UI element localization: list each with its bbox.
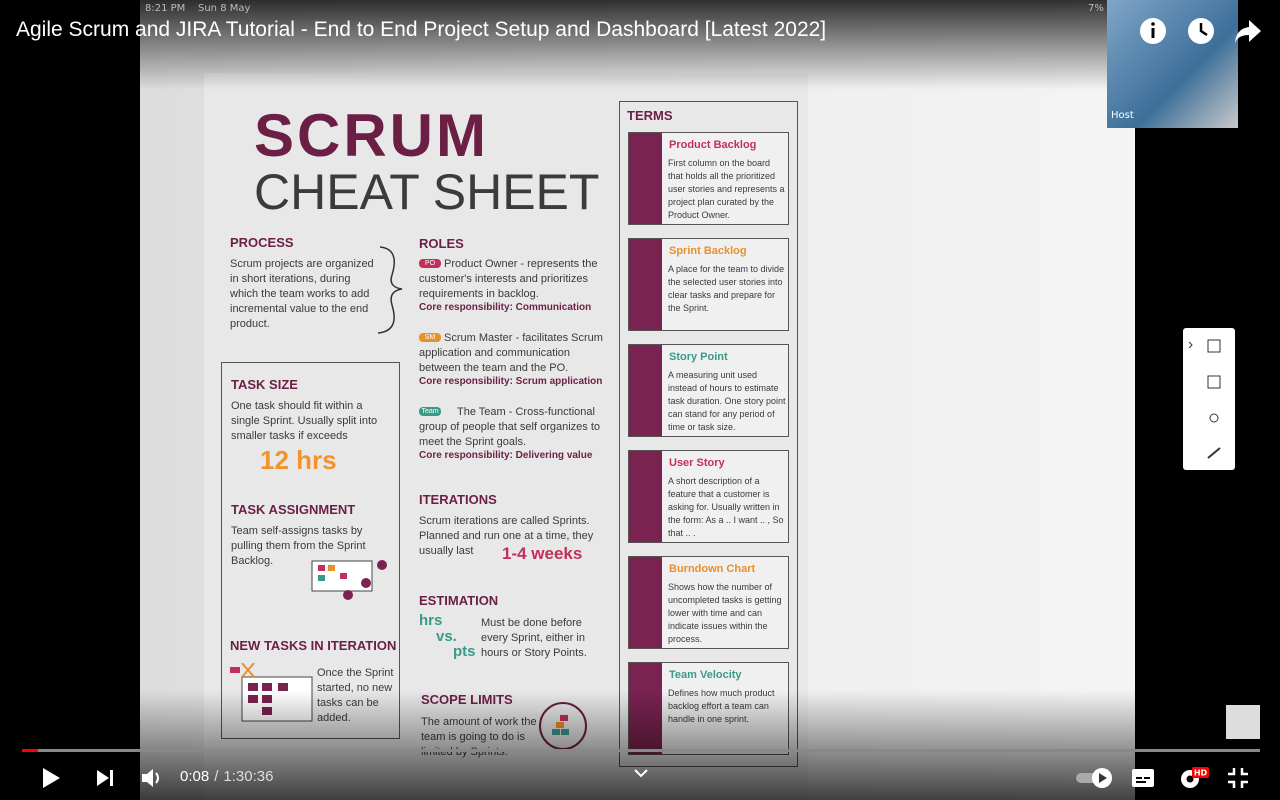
term-name: Product Backlog xyxy=(669,139,757,151)
term-name: Burndown Chart xyxy=(669,563,756,575)
next-button[interactable] xyxy=(93,766,117,790)
progress-track[interactable] xyxy=(22,749,1260,752)
roles-list: PO Product Owner - represents the custome… xyxy=(419,257,609,479)
highlight: 12 hrs xyxy=(260,445,337,475)
section-heading: PROCESS xyxy=(230,235,294,250)
term-name: Story Point xyxy=(669,351,728,363)
section-text: Scrum iterations are called Sprints. Pla… xyxy=(419,515,594,557)
role-core: Core responsibility: Delivering value xyxy=(419,450,593,461)
term-text: A short description of a feature that a … xyxy=(668,476,784,538)
progress-played xyxy=(22,749,38,752)
role: PO Product Owner - represents the custome… xyxy=(419,257,609,331)
section-heading: NEW TASKS IN ITERATION xyxy=(230,638,397,653)
video-title[interactable]: Agile Scrum and JIRA Tutorial - End to E… xyxy=(16,18,827,41)
term-stripe xyxy=(629,133,662,224)
estimation-pts: pts xyxy=(453,643,476,660)
role-badge: PO xyxy=(419,259,441,268)
sheet-subtitle: CHEAT SHEET xyxy=(254,164,600,220)
sheet-title: SCRUM xyxy=(254,102,489,169)
top-shade xyxy=(0,0,1280,90)
section-heading: TASK ASSIGNMENT xyxy=(231,502,356,517)
toolbar-icons[interactable] xyxy=(1183,328,1235,470)
section-heading: ITERATIONS xyxy=(419,492,497,507)
section-heading: TERMS xyxy=(627,108,673,123)
battery: 7% xyxy=(1088,3,1104,14)
bottom-shade xyxy=(0,690,1280,800)
section-text: Team self-assigns tasks by pulling them … xyxy=(231,525,366,567)
role-text: Scrum Master - facilitates Scrum applica… xyxy=(419,332,603,374)
section-text: Must be done before every Sprint, either… xyxy=(481,617,587,659)
term-stripe xyxy=(629,557,662,648)
volume-button[interactable] xyxy=(139,766,165,790)
role-core: Core responsibility: Scrum application xyxy=(419,376,603,387)
section-heading: ESTIMATION xyxy=(419,593,499,608)
exit-fullscreen-button[interactable] xyxy=(1226,766,1250,790)
host-camera: Host xyxy=(1107,0,1238,128)
term-card: User Story A short description of a featu… xyxy=(628,450,789,543)
svg-text:HD: HD xyxy=(1194,769,1208,778)
channel-thumb[interactable] xyxy=(1226,705,1260,739)
brace xyxy=(377,246,403,334)
term-name: User Story xyxy=(669,457,725,469)
estimation-vs: vs. xyxy=(436,628,457,645)
share-button[interactable] xyxy=(1233,18,1263,46)
autoplay-toggle[interactable] xyxy=(1074,766,1116,790)
time-total: 1:30:36 xyxy=(223,768,274,785)
role-badge: Team xyxy=(419,407,441,416)
side-toolbar xyxy=(1183,328,1235,470)
time-display: 0:08/1:30:36 xyxy=(180,768,273,785)
term-stripe xyxy=(629,345,662,436)
role: SM Scrum Master - facilitates Scrum appli… xyxy=(419,331,609,405)
term-card: Burndown Chart Shows how the number of un… xyxy=(628,556,789,649)
term-text: First column on the board that holds all… xyxy=(668,158,785,220)
status-time: 8:21 PM xyxy=(145,3,186,14)
chevron-button[interactable] xyxy=(632,766,650,780)
term-text: A measuring unit used instead of hours t… xyxy=(668,370,786,432)
section-heading: TASK SIZE xyxy=(231,377,298,392)
term-name: Team Velocity xyxy=(669,669,742,681)
section-text: One task should fit within a single Spri… xyxy=(231,400,378,442)
role-badge: SM xyxy=(419,333,441,342)
section-heading: ROLES xyxy=(419,236,464,251)
watch-later-button[interactable] xyxy=(1186,16,1216,46)
role-core: Core responsibility: Communication xyxy=(419,302,592,313)
role-text: Product Owner - represents the customer'… xyxy=(419,258,598,300)
term-card: Story Point A measuring unit used instead… xyxy=(628,344,789,437)
role-text: The Team - Cross-functional group of peo… xyxy=(419,406,601,448)
term-text: Shows how the number of uncompleted task… xyxy=(668,582,782,644)
section-text: Scrum projects are organized in short it… xyxy=(230,258,374,330)
term-card: Sprint Backlog A place for the team to di… xyxy=(628,238,789,331)
term-text: A place for the team to divide the selec… xyxy=(668,264,785,313)
estimation-hrs: hrs xyxy=(419,612,443,629)
term-stripe xyxy=(629,451,662,542)
kanban-icon xyxy=(311,560,387,600)
role: Team The Team - Cross-functional group of… xyxy=(419,405,609,479)
highlight: 1-4 weeks xyxy=(502,544,583,563)
term-stripe xyxy=(629,239,662,330)
subtitles-button[interactable] xyxy=(1130,766,1156,790)
term-name: Sprint Backlog xyxy=(669,245,747,257)
time-separator: / xyxy=(214,768,219,785)
settings-button[interactable]: HD xyxy=(1178,764,1210,792)
time-current: 0:08 xyxy=(180,768,210,785)
info-button[interactable] xyxy=(1138,16,1168,46)
status-date: Sun 8 May xyxy=(198,3,251,14)
play-button[interactable] xyxy=(38,765,64,791)
host-label: Host xyxy=(1111,110,1134,121)
term-card: Product Backlog First column on the board… xyxy=(628,132,789,225)
